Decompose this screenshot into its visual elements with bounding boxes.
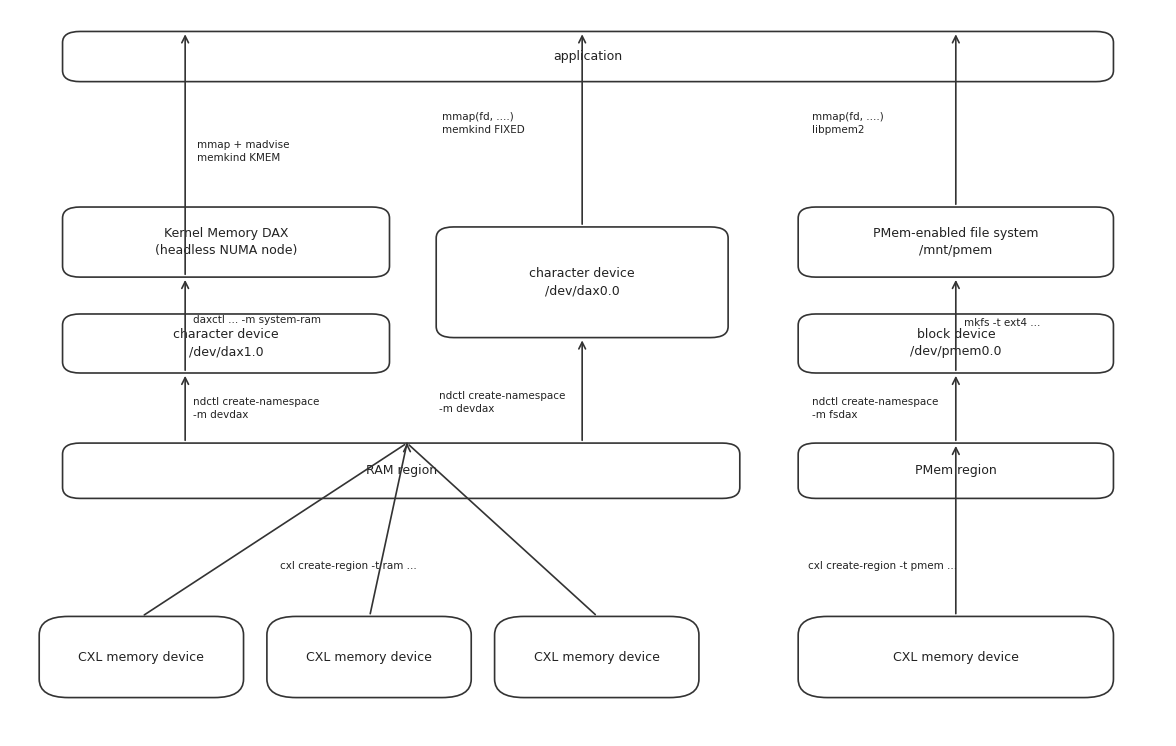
Text: daxctl ... -m system-ram: daxctl ... -m system-ram	[193, 315, 321, 325]
Text: ndctl create-namespace
-m fsdax: ndctl create-namespace -m fsdax	[813, 397, 938, 419]
FancyBboxPatch shape	[495, 616, 699, 698]
Text: mmap(fd, ....)
memkind FIXED: mmap(fd, ....) memkind FIXED	[442, 113, 524, 135]
Text: mmap + madvise
memkind KMEM: mmap + madvise memkind KMEM	[196, 140, 289, 163]
FancyBboxPatch shape	[436, 227, 728, 338]
Text: ndctl create-namespace
-m devdax: ndctl create-namespace -m devdax	[193, 397, 320, 419]
Text: mmap(fd, ....)
libpmem2: mmap(fd, ....) libpmem2	[813, 113, 884, 135]
FancyBboxPatch shape	[799, 443, 1114, 498]
Text: PMem region: PMem region	[915, 464, 997, 477]
Text: CXL memory device: CXL memory device	[893, 651, 1018, 663]
Text: ndctl create-namespace
-m devdax: ndctl create-namespace -m devdax	[439, 392, 564, 414]
Text: CXL memory device: CXL memory device	[534, 651, 660, 663]
Text: character device
/dev/dax1.0: character device /dev/dax1.0	[173, 328, 279, 359]
Text: CXL memory device: CXL memory device	[306, 651, 432, 663]
Text: mkfs -t ext4 ...: mkfs -t ext4 ...	[964, 318, 1041, 327]
Text: RAM region: RAM region	[366, 464, 436, 477]
Text: character device
/dev/dax0.0: character device /dev/dax0.0	[529, 267, 635, 297]
FancyBboxPatch shape	[799, 314, 1114, 373]
Text: cxl create-region -t ram ...: cxl create-region -t ram ...	[280, 561, 417, 571]
FancyBboxPatch shape	[267, 616, 472, 698]
FancyBboxPatch shape	[799, 616, 1114, 698]
Text: block device
/dev/pmem0.0: block device /dev/pmem0.0	[910, 328, 1002, 359]
Text: CXL memory device: CXL memory device	[79, 651, 205, 663]
FancyBboxPatch shape	[62, 314, 389, 373]
Text: cxl create-region -t pmem ...: cxl create-region -t pmem ...	[808, 561, 956, 571]
FancyBboxPatch shape	[62, 207, 389, 277]
Text: application: application	[554, 50, 622, 63]
FancyBboxPatch shape	[39, 616, 243, 698]
Text: PMem-enabled file system
/mnt/pmem: PMem-enabled file system /mnt/pmem	[873, 227, 1038, 257]
FancyBboxPatch shape	[62, 31, 1114, 81]
FancyBboxPatch shape	[62, 443, 740, 498]
FancyBboxPatch shape	[799, 207, 1114, 277]
Text: Kernel Memory DAX
(headless NUMA node): Kernel Memory DAX (headless NUMA node)	[155, 227, 298, 257]
